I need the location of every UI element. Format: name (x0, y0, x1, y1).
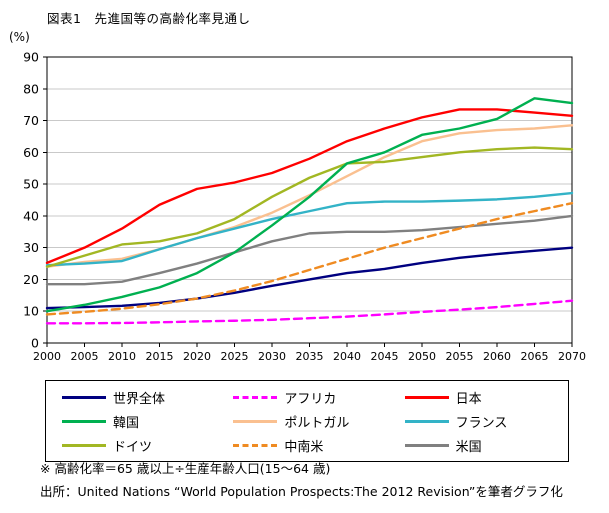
y-tick-label: 90 (23, 50, 39, 65)
x-tick-label: 2055 (446, 350, 474, 363)
x-tick-label: 2060 (483, 350, 511, 363)
legend-label-germany: ドイツ (113, 440, 153, 455)
footnote-source: 出所：United Nations “World Population Pros… (40, 484, 563, 499)
legend-label-latin-america: 中南米 (284, 440, 324, 455)
series-line-usa (45, 214, 574, 286)
legend-line-swatch-france (404, 420, 449, 423)
x-tick-label: 2015 (146, 350, 174, 363)
legend-item-korea: 韓国 (50, 412, 221, 431)
legend-label-portugal: ポルトガル (284, 416, 350, 431)
plot-area-border (46, 56, 573, 344)
legend-label-france: フランス (455, 416, 508, 431)
x-tick-label: 2040 (333, 350, 361, 363)
legend-line-swatch-usa (404, 444, 449, 447)
y-tick-label: 10 (23, 304, 39, 319)
x-tick-label: 2065 (521, 350, 549, 363)
series-line-japan (45, 108, 574, 265)
chart-title: 図表1 先進国等の高齢化率見通し (47, 11, 251, 26)
legend-line-swatch-latin-america (233, 444, 278, 447)
legend-label-world: 世界全体 (113, 392, 166, 407)
series-line-latin-america (45, 201, 574, 316)
legend-item-world: 世界全体 (50, 388, 221, 407)
series-line-world (45, 246, 574, 310)
y-tick-label: 20 (23, 272, 39, 287)
x-tick-label: 2045 (371, 350, 399, 363)
y-tick-label: 80 (23, 81, 39, 96)
y-tick-label: 50 (23, 177, 39, 192)
y-tick-label: 60 (23, 145, 39, 160)
series-line-france (45, 191, 574, 267)
legend-line-swatch-portugal (233, 420, 278, 423)
legend-line-swatch-world (62, 396, 106, 399)
legend-label-usa: 米国 (455, 440, 482, 455)
series-line-germany (45, 146, 574, 268)
y-tick-label: 0 (31, 336, 39, 351)
y-tick-label: 40 (23, 208, 39, 223)
legend-item-germany: ドイツ (50, 436, 221, 455)
legend-line-swatch-korea (62, 420, 106, 423)
legend-line-swatch-japan (404, 396, 449, 399)
series-line-africa (45, 299, 574, 325)
x-tick-label: 2035 (296, 350, 324, 363)
legend-label-africa: アフリカ (284, 392, 337, 407)
legend-label-japan: 日本 (455, 392, 482, 407)
footnote-definition: ※ 高齢化率＝65 歳以上÷生産年齢人口(15～64 歳) (40, 461, 331, 476)
x-tick-label: 2025 (221, 350, 249, 363)
y-axis-unit-label: (%) (9, 30, 30, 44)
legend-line-swatch-africa (233, 396, 278, 399)
legend-grid: 世界全体 アフリカ 日本韓国 ポルトガル フランスドイツ 中南米 米国 (50, 388, 564, 455)
x-tick-label: 2030 (258, 350, 286, 363)
series-line-korea (45, 97, 574, 313)
x-tick-label: 2000 (33, 350, 61, 363)
legend-item-japan: 日本 (393, 388, 564, 407)
legend-line-swatch-germany (62, 444, 106, 447)
legend-item-portugal: ポルトガル (221, 412, 392, 431)
x-tick-label: 2005 (71, 350, 99, 363)
x-tick-label: 2020 (183, 350, 211, 363)
y-tick-label: 70 (23, 113, 39, 128)
x-tick-label: 2050 (408, 350, 436, 363)
y-tick-label: 30 (23, 240, 39, 255)
legend: 世界全体 アフリカ 日本韓国 ポルトガル フランスドイツ 中南米 米国 (45, 380, 569, 462)
legend-item-africa: アフリカ (221, 388, 392, 407)
x-tick-label: 2070 (558, 350, 586, 363)
legend-item-latin-america: 中南米 (221, 436, 392, 455)
legend-label-korea: 韓国 (113, 416, 140, 431)
legend-item-usa: 米国 (393, 436, 564, 455)
x-tick-label: 2010 (108, 350, 136, 363)
legend-item-france: フランス (393, 412, 564, 431)
